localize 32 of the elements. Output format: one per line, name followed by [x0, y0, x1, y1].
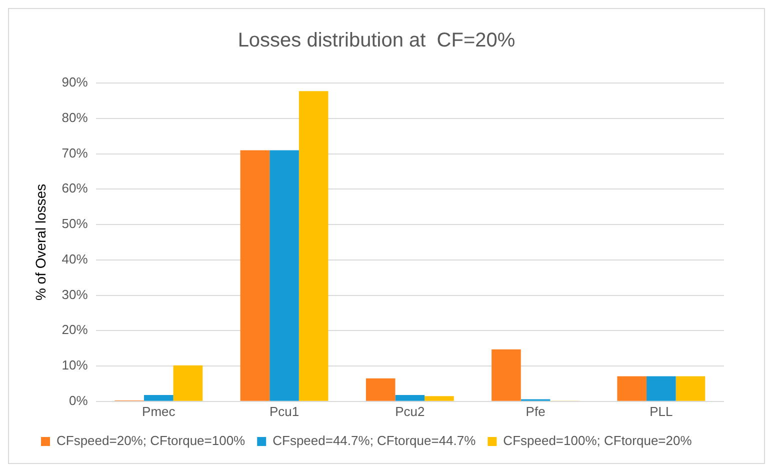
bar	[298, 91, 328, 401]
bar	[173, 365, 203, 401]
x-tick-label: Pfe	[526, 404, 546, 419]
y-tick-label: 90%	[62, 74, 88, 90]
y-tick-label: 60%	[62, 180, 88, 196]
x-tick-label: Pcu2	[395, 404, 425, 419]
y-tick-label: 0%	[69, 392, 88, 408]
y-tick-label: 50%	[62, 216, 88, 232]
chart-title: Losses distribution at CF=20%	[238, 30, 516, 52]
legend-label: CFspeed=100%; CFtorque=20%	[503, 433, 692, 448]
bar	[646, 376, 676, 401]
bar	[395, 395, 425, 401]
bar	[144, 395, 174, 401]
bar	[676, 376, 706, 401]
y-tick-label: 70%	[62, 145, 88, 160]
x-tick-label: Pmec	[142, 404, 176, 419]
bar	[270, 150, 299, 401]
legend-label: CFspeed=20%; CFtorque=100%	[56, 433, 246, 448]
bar	[424, 396, 454, 401]
x-tick-label: Pcu1	[269, 404, 300, 419]
bar	[366, 378, 396, 401]
legend-label: CFspeed=44.7%; CFtorque=44.7%	[272, 433, 476, 448]
y-tick-label: 30%	[62, 286, 88, 302]
bar	[617, 376, 647, 401]
y-axis-title: % of Overal losses	[32, 184, 48, 301]
x-tick-label: PLL	[650, 404, 673, 419]
bar	[492, 349, 521, 401]
y-tick-label: 80%	[62, 110, 88, 125]
y-tick-label: 20%	[62, 322, 88, 338]
y-tick-label: 10%	[62, 358, 88, 373]
y-tick-label: 40%	[62, 251, 88, 266]
bar	[240, 150, 270, 401]
